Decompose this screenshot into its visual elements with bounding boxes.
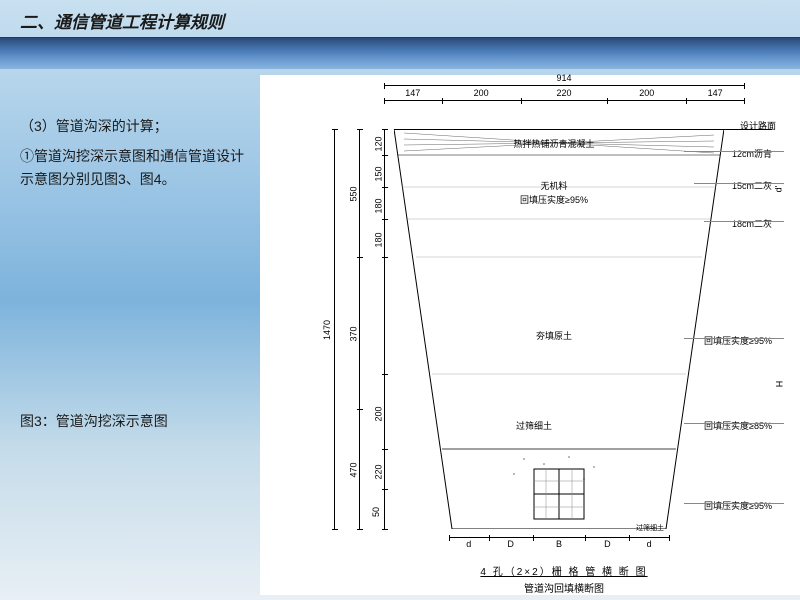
content-area: （3）管道沟深的计算； ①管道沟挖深示意图和通信管道设计示意图分别见图3、图4。… xyxy=(0,75,800,595)
vdim-total: 1470 xyxy=(322,320,332,340)
dim-b-4: d xyxy=(629,539,669,549)
vdim-i-3: 180 xyxy=(374,232,384,247)
guide-5 xyxy=(684,423,784,424)
layer-inorganic-b: 回填压实度≥95% xyxy=(494,193,614,206)
guide-4 xyxy=(684,338,784,339)
dim-b-2: B xyxy=(533,539,586,549)
para-1: （3）管道沟深的计算； xyxy=(20,115,248,137)
guide-6 xyxy=(684,503,784,504)
vdim-inner: 120 150 180 180 200 220 50 xyxy=(384,129,385,529)
vdim-mid: 550 370 470 xyxy=(359,129,360,529)
dim-b-1: D xyxy=(489,539,533,549)
diagram-captions: 4 孔（2×2）栅 格 管 横 断 图 管道沟回填横断图 xyxy=(384,561,744,595)
diagram-panel: 914 147 200 220 200 147 设计路面 xyxy=(260,75,800,595)
cap-line-1: 4 孔（2×2）栅 格 管 横 断 图 xyxy=(384,563,744,578)
dim-seg-4: 147 xyxy=(686,88,744,98)
dim-seg-1: 200 xyxy=(442,88,521,98)
vdim-i-0: 120 xyxy=(374,136,384,151)
dim-b-0: d xyxy=(449,539,489,549)
vdim-i-6: 50 xyxy=(371,507,381,517)
dim-seg-0: 147 xyxy=(384,88,442,98)
bottom-dimensions: d D B D d xyxy=(449,537,669,538)
decor-stripe xyxy=(0,37,800,69)
layer-sieved: 过筛细土 xyxy=(494,419,574,432)
vdim-m-0: 550 xyxy=(349,186,359,201)
vdim-i-4: 200 xyxy=(374,406,384,421)
guide-3 xyxy=(704,221,784,222)
dim-seg-3: 200 xyxy=(607,88,686,98)
section-title: 二、通信管道工程计算规则 xyxy=(0,0,800,37)
dim-seg-2: 220 xyxy=(521,88,607,98)
callout-l2: 15cm二灰 xyxy=(732,179,772,192)
top-dimensions: 914 147 200 220 200 147 xyxy=(384,85,744,87)
callout-l4: 回填压实度≥95% xyxy=(704,334,772,347)
callout-l3: 18cm二灰 xyxy=(732,217,772,230)
vdim-i-2: 180 xyxy=(374,198,384,213)
tiny-label: 过筛细土 xyxy=(636,523,664,533)
trench-diagram: 914 147 200 220 200 147 设计路面 xyxy=(264,79,784,589)
left-text-column: （3）管道沟深的计算； ①管道沟挖深示意图和通信管道设计示意图分别见图3、图4。… xyxy=(0,75,260,595)
cap-line-2: 管道沟回填横断图 xyxy=(384,580,744,595)
layer-inorganic-a: 无机料 xyxy=(494,179,614,192)
callout-l5: 回填压实度≥85% xyxy=(704,419,772,432)
layer-tamped: 夯填原土 xyxy=(494,329,614,342)
label-design-surface: 设计路面 xyxy=(740,119,776,132)
vdim-i-1: 150 xyxy=(374,166,384,181)
callout-l1: 12cm沥青 xyxy=(732,147,772,160)
layer-asphalt: 热拌热铺沥青混凝土 xyxy=(494,137,614,150)
vdim-i-5: 220 xyxy=(374,464,384,479)
vdim-m-1: 370 xyxy=(349,326,359,341)
para-2: ①管道沟挖深示意图和通信管道设计示意图分别见图3、图4。 xyxy=(20,145,248,190)
vdim-outer: 1470 xyxy=(334,129,335,529)
axis-H: H xyxy=(776,379,783,389)
vdim-m-2: 470 xyxy=(349,462,359,477)
callout-l6: 回填压实度≥95% xyxy=(704,499,772,512)
guide-1 xyxy=(684,151,784,152)
dim-top-total: 914 xyxy=(384,73,744,83)
dim-b-3: D xyxy=(585,539,629,549)
figure-caption: 图3：管道沟挖深示意图 xyxy=(20,410,248,432)
guide-2 xyxy=(694,183,784,184)
axis-d-prime: d' xyxy=(775,184,782,194)
